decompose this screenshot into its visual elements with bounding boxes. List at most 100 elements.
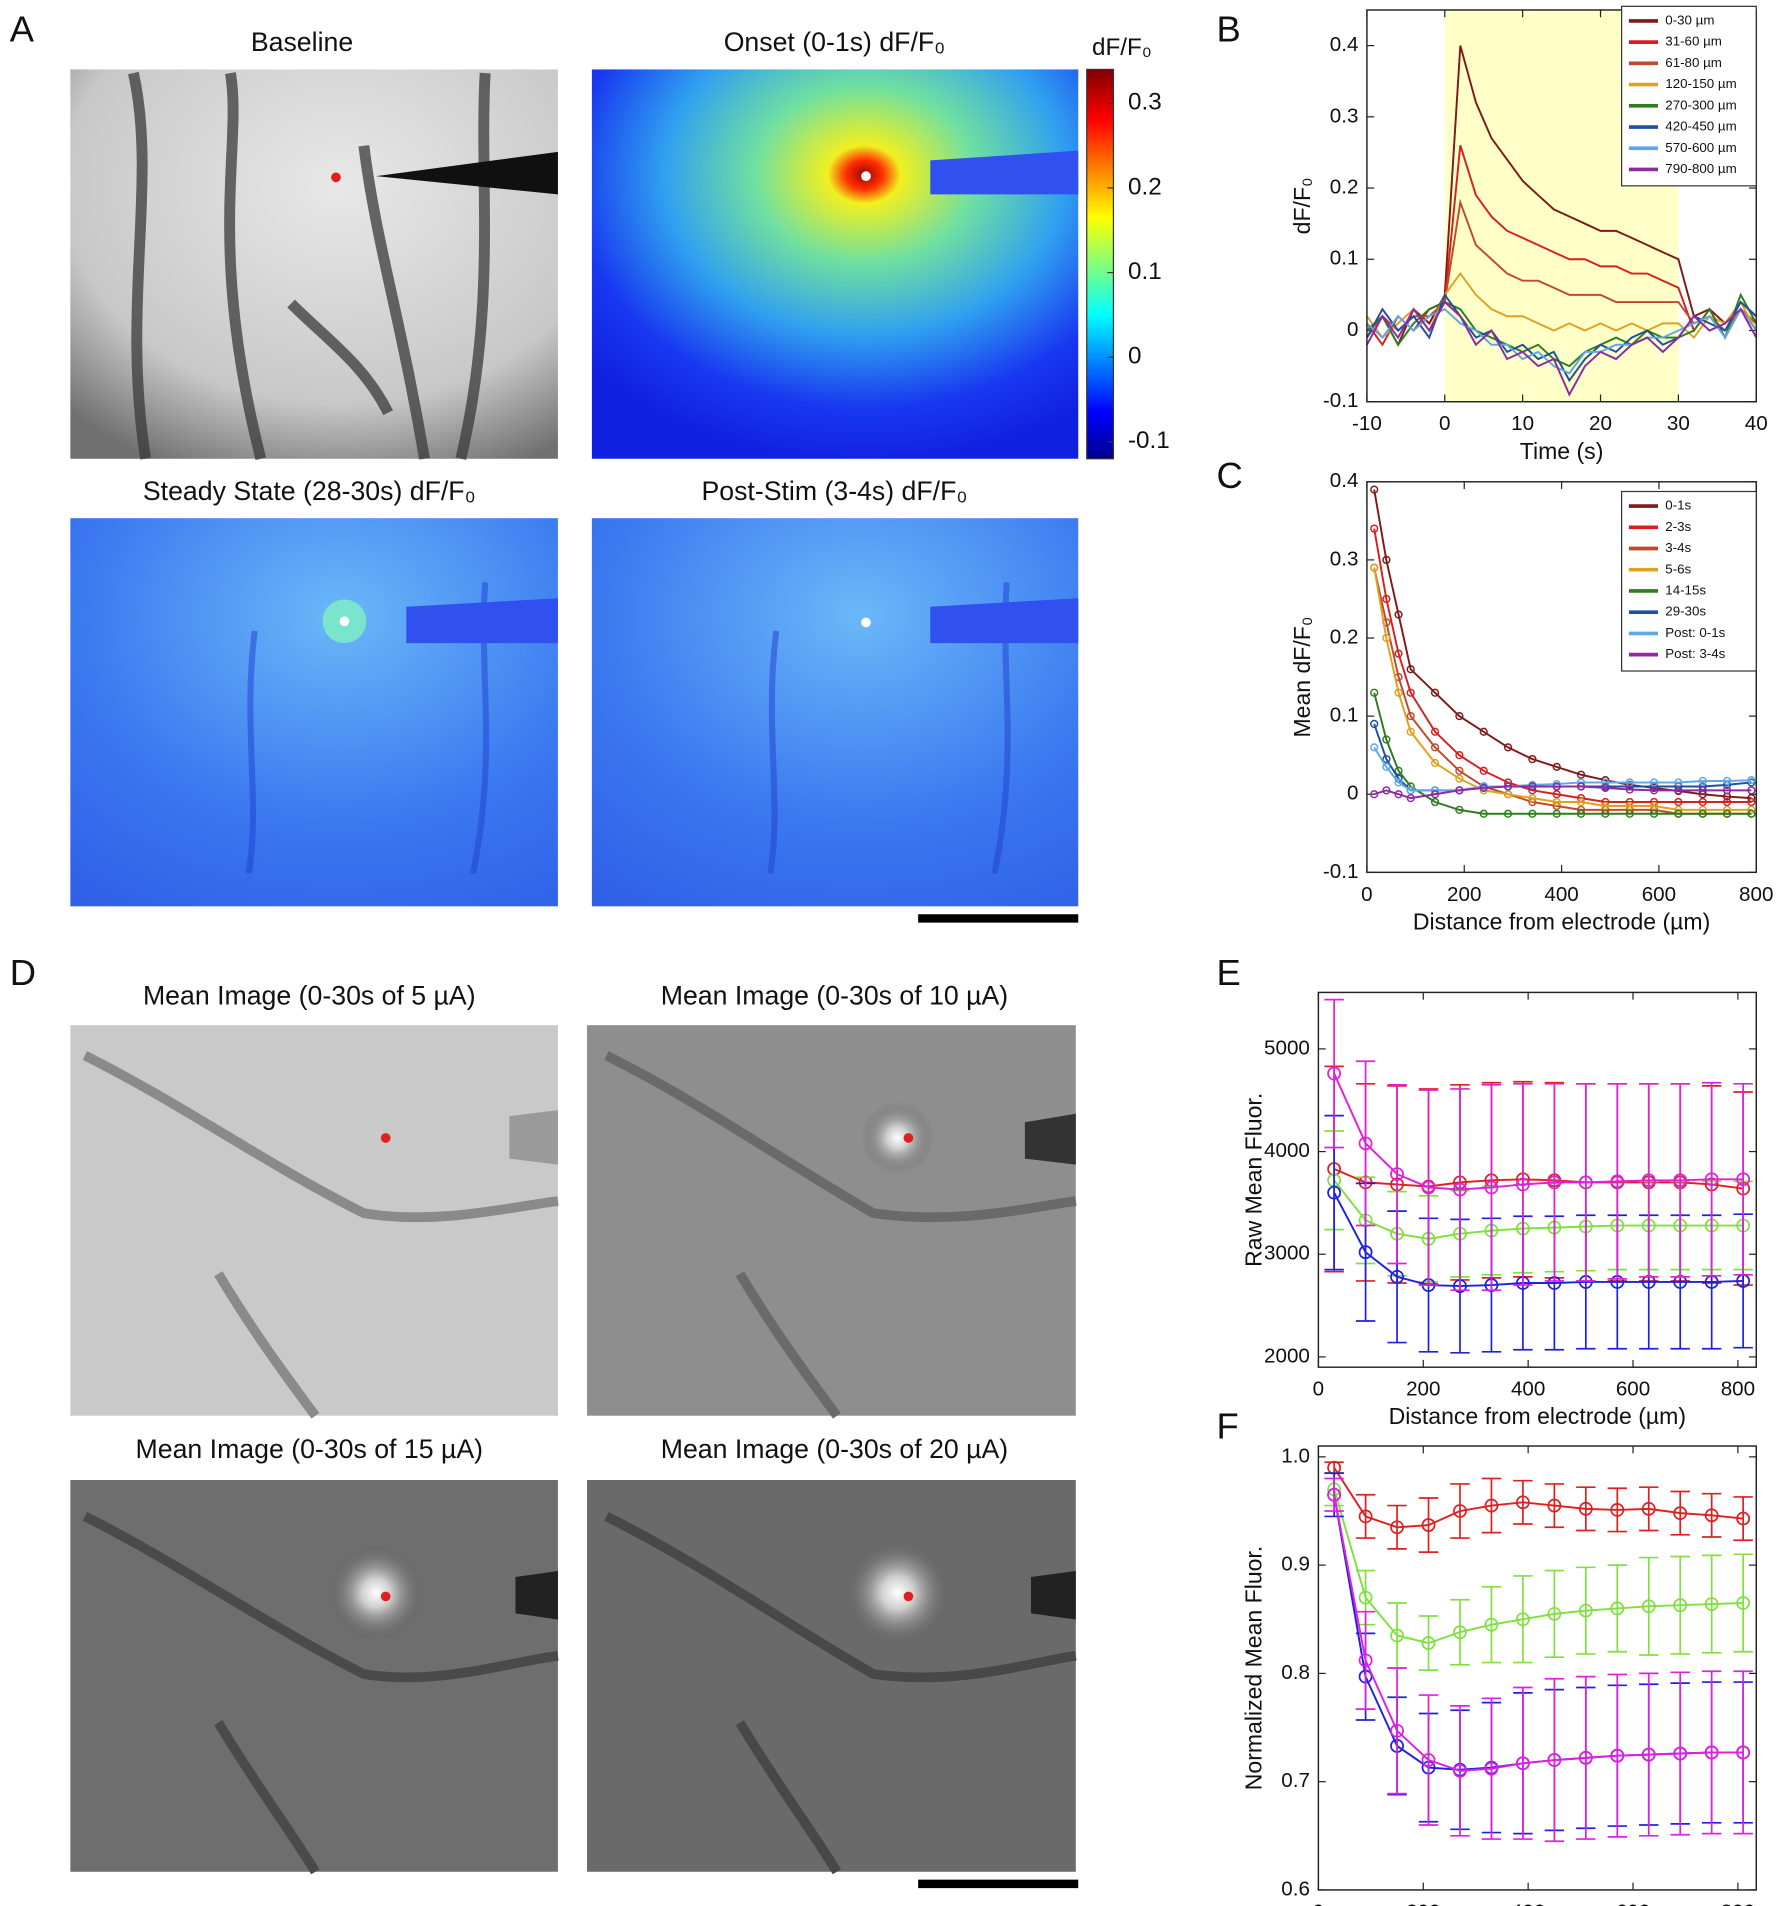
panel-label: D — [10, 952, 36, 993]
marker — [1547, 1753, 1562, 1767]
y-tick-label: 0.8 — [1281, 1661, 1310, 1684]
marker — [1674, 809, 1683, 818]
legend-label: 14-15s — [1665, 582, 1706, 597]
marker — [1370, 790, 1379, 799]
x-tick-label: 400 — [1544, 883, 1578, 906]
x-tick-label: 200 — [1406, 1378, 1440, 1401]
legend-box — [1621, 490, 1757, 672]
legend-label: 790-800 µm — [1665, 161, 1736, 176]
marker — [1394, 766, 1403, 775]
marker — [1552, 782, 1561, 791]
image-poststim — [591, 518, 1079, 907]
marker — [1430, 790, 1440, 799]
legend-label: 31-60 µm — [1665, 34, 1722, 49]
panel-label: F — [1217, 1406, 1239, 1447]
marker — [1601, 783, 1610, 793]
marker — [1430, 743, 1440, 752]
y-tick-label: 0.3 — [1330, 104, 1359, 127]
marker — [1390, 1167, 1404, 1182]
panel-label: C — [1217, 455, 1243, 496]
marker — [1673, 1598, 1688, 1613]
y-tick-label: 5000 — [1264, 1036, 1310, 1059]
marker — [1515, 1495, 1530, 1510]
marker — [1722, 809, 1732, 818]
marker — [1552, 790, 1561, 799]
marker — [1382, 633, 1391, 643]
marker — [1747, 809, 1756, 818]
marker — [1641, 1501, 1656, 1516]
marker — [1747, 797, 1756, 807]
marker — [1674, 778, 1683, 787]
marker — [1736, 1745, 1751, 1760]
marker — [1722, 786, 1732, 795]
marker — [1479, 809, 1488, 818]
marker — [1601, 778, 1610, 787]
marker — [1394, 790, 1403, 799]
image-onset — [591, 69, 1079, 459]
marker — [1578, 1501, 1593, 1516]
marker — [1552, 779, 1561, 789]
marker — [1421, 1753, 1436, 1767]
image-15ua — [70, 1479, 559, 1875]
marker — [1382, 555, 1391, 565]
x-tick-label: 200 — [1447, 883, 1481, 906]
image-title: Mean Image (0-30s of 20 µA) — [661, 1434, 1008, 1464]
marker — [1552, 797, 1561, 807]
marker — [1722, 776, 1732, 786]
legend-label: 5-6s — [1665, 561, 1691, 576]
marker — [1382, 594, 1391, 604]
y-axis-label: dF/F₀ — [1289, 177, 1315, 234]
marker — [1601, 801, 1610, 811]
marker — [1327, 1066, 1342, 1081]
y-tick-label: 4000 — [1264, 1139, 1310, 1162]
marker — [1394, 649, 1403, 658]
marker — [1503, 790, 1513, 799]
marker — [1382, 735, 1391, 744]
marker — [1649, 786, 1659, 795]
marker — [1390, 1723, 1404, 1738]
panel-label: E — [1217, 952, 1241, 993]
legend-label: 3-4s — [1665, 540, 1691, 555]
x-tick-label: 600 — [1642, 883, 1676, 906]
y-tick-label: 0.1 — [1330, 704, 1359, 727]
marker — [1547, 1606, 1562, 1621]
x-tick-label: 600 — [1616, 1378, 1650, 1401]
marker — [1479, 783, 1488, 793]
marker — [1528, 754, 1537, 764]
marker — [1390, 1628, 1404, 1643]
marker — [1674, 786, 1683, 795]
y-tick-label: -0.1 — [1323, 860, 1359, 883]
x-tick-label: 0 — [1313, 1378, 1324, 1401]
legend: 0-30 µm 31-60 µm 61-80 µm 120-150 µm 270-300… — [1621, 5, 1757, 187]
marker — [1430, 758, 1440, 768]
marker — [1673, 1173, 1688, 1188]
marker — [1358, 1136, 1373, 1151]
y-axis-label: Normalized Mean Fluor. — [1240, 1546, 1266, 1790]
y-tick-label: 0.7 — [1281, 1769, 1310, 1792]
marker — [1327, 1487, 1342, 1502]
marker — [1358, 1590, 1373, 1605]
y-tick-label: 0.2 — [1330, 175, 1359, 198]
marker — [1649, 809, 1659, 818]
y-tick-label: 0.9 — [1281, 1553, 1310, 1576]
marker — [1453, 1763, 1467, 1778]
marker — [1406, 727, 1415, 736]
marker — [1625, 785, 1634, 794]
marker — [1674, 797, 1683, 807]
series-line — [1366, 45, 1757, 347]
marker — [1515, 1756, 1530, 1771]
marker — [1547, 1175, 1562, 1190]
series-line — [1366, 307, 1758, 375]
legend-label: Post: 0-1s — [1665, 625, 1725, 640]
marker — [1641, 1747, 1656, 1762]
plot-frame — [1366, 481, 1757, 874]
marker — [1673, 1746, 1688, 1761]
y-tick-label: 0 — [1347, 782, 1358, 805]
marker — [1484, 1617, 1499, 1632]
marker — [1736, 1511, 1751, 1526]
marker — [1455, 786, 1464, 795]
marker — [1736, 1596, 1751, 1610]
image-title: Onset (0-1s) dF/F₀ — [724, 27, 946, 57]
legend-label: 2-3s — [1665, 519, 1691, 534]
panel-label: B — [1217, 8, 1241, 49]
